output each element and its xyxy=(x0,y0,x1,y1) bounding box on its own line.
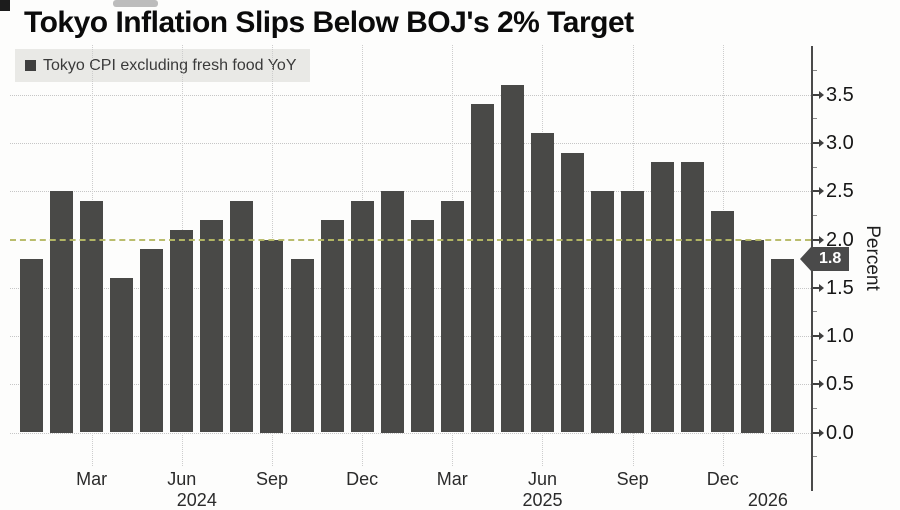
x-axis-month-label: Sep xyxy=(255,469,288,489)
x-axis-year-label: 2024 xyxy=(176,490,217,510)
bar xyxy=(200,220,224,433)
x-axis-year-label: 2026 xyxy=(747,490,788,510)
y-axis-minor-tick xyxy=(813,118,817,120)
y-axis-tick xyxy=(813,335,819,337)
gridline-h xyxy=(10,287,811,289)
bar xyxy=(20,258,43,433)
y-axis-minor-tick xyxy=(813,166,817,168)
bar xyxy=(651,162,675,433)
y-axis-minor-tick xyxy=(813,456,817,458)
bar xyxy=(621,191,645,433)
bar xyxy=(681,162,705,433)
legend-label: Tokyo CPI excluding fresh food YoY xyxy=(43,56,297,74)
x-axis-month-label: Dec xyxy=(706,469,739,489)
y-axis-tick xyxy=(813,431,819,434)
bar xyxy=(561,152,585,433)
crop-artifact xyxy=(0,0,10,11)
bar xyxy=(110,278,134,433)
y-axis-title: Percent xyxy=(862,225,883,291)
x-axis-year-label: 2025 xyxy=(522,490,563,510)
y-axis-minor-tick xyxy=(813,70,817,72)
y-axis-minor-tick xyxy=(813,214,817,216)
y-axis-minor-tick xyxy=(813,359,817,361)
bar xyxy=(771,258,795,433)
bar xyxy=(320,220,344,433)
gridline-h xyxy=(10,191,811,193)
bar xyxy=(80,200,104,433)
gridline-h xyxy=(10,432,811,434)
gridline-h xyxy=(10,336,811,337)
bar xyxy=(440,200,464,433)
bar xyxy=(230,200,254,433)
bar xyxy=(530,133,554,433)
badge-arrow-left-icon xyxy=(800,247,811,271)
current-value-badge: 1.8 xyxy=(800,247,850,271)
crop-artifact xyxy=(113,0,158,7)
y-axis-tick xyxy=(813,190,819,193)
y-axis-tick-label: 2.5 xyxy=(826,180,854,203)
bar xyxy=(470,104,494,433)
y-axis-tick-label: 1.0 xyxy=(826,325,854,347)
y-axis-minor-tick xyxy=(813,407,817,409)
y-axis-tick xyxy=(813,286,819,289)
gridline-h xyxy=(10,384,811,386)
current-value-text: 1.8 xyxy=(811,247,850,271)
bar xyxy=(50,191,74,433)
bar xyxy=(591,191,615,433)
y-axis-tick xyxy=(813,238,819,241)
y-axis-tick-arrow-icon xyxy=(819,283,824,292)
y-axis-minor-tick xyxy=(813,311,817,313)
bar xyxy=(140,249,164,433)
bar xyxy=(350,200,374,433)
chart-title: Tokyo Inflation Slips Below BOJ's 2% Tar… xyxy=(24,6,634,39)
y-axis-tick-label: 3.0 xyxy=(826,132,854,154)
bar xyxy=(500,85,524,433)
y-axis-tick-label: 0.0 xyxy=(826,421,854,444)
y-axis-tick-label: 1.5 xyxy=(826,276,854,299)
x-axis-month-label: Mar xyxy=(436,469,468,489)
bar xyxy=(290,258,314,433)
y-axis-tick-arrow-icon xyxy=(819,139,824,147)
y-axis-tick-label: 0.5 xyxy=(826,373,854,396)
bar xyxy=(410,220,434,433)
bar xyxy=(741,239,765,433)
bar xyxy=(260,239,284,433)
x-axis-month-label: Jun xyxy=(167,469,197,489)
bar xyxy=(170,229,194,433)
y-axis-tick xyxy=(813,142,819,144)
y-axis-tick xyxy=(813,93,819,96)
y-axis-tick-arrow-icon xyxy=(819,90,824,99)
y-axis-tick-arrow-icon xyxy=(819,380,824,389)
y-axis-tick-arrow-icon xyxy=(819,235,824,244)
x-axis-month-label: Sep xyxy=(616,469,649,489)
y-axis-tick-label: 2.0 xyxy=(826,228,854,251)
y-axis-tick-arrow-icon xyxy=(819,428,824,437)
y-axis-tick-arrow-icon xyxy=(819,332,824,340)
y-axis-tick-arrow-icon xyxy=(819,187,824,196)
gridline-h xyxy=(10,94,811,96)
legend-swatch-icon xyxy=(25,60,36,71)
x-axis-month-label: Jun xyxy=(527,469,557,489)
y-axis-tick xyxy=(813,383,819,386)
legend: Tokyo CPI excluding fresh food YoY xyxy=(15,49,310,82)
x-axis-month-label: Dec xyxy=(346,469,379,489)
target-line-2pct xyxy=(10,238,811,241)
gridline-h xyxy=(10,143,811,144)
bar xyxy=(711,210,735,433)
y-axis-tick-label: 3.5 xyxy=(826,83,854,106)
bar xyxy=(380,191,404,433)
x-axis-month-label: Mar xyxy=(76,469,108,489)
